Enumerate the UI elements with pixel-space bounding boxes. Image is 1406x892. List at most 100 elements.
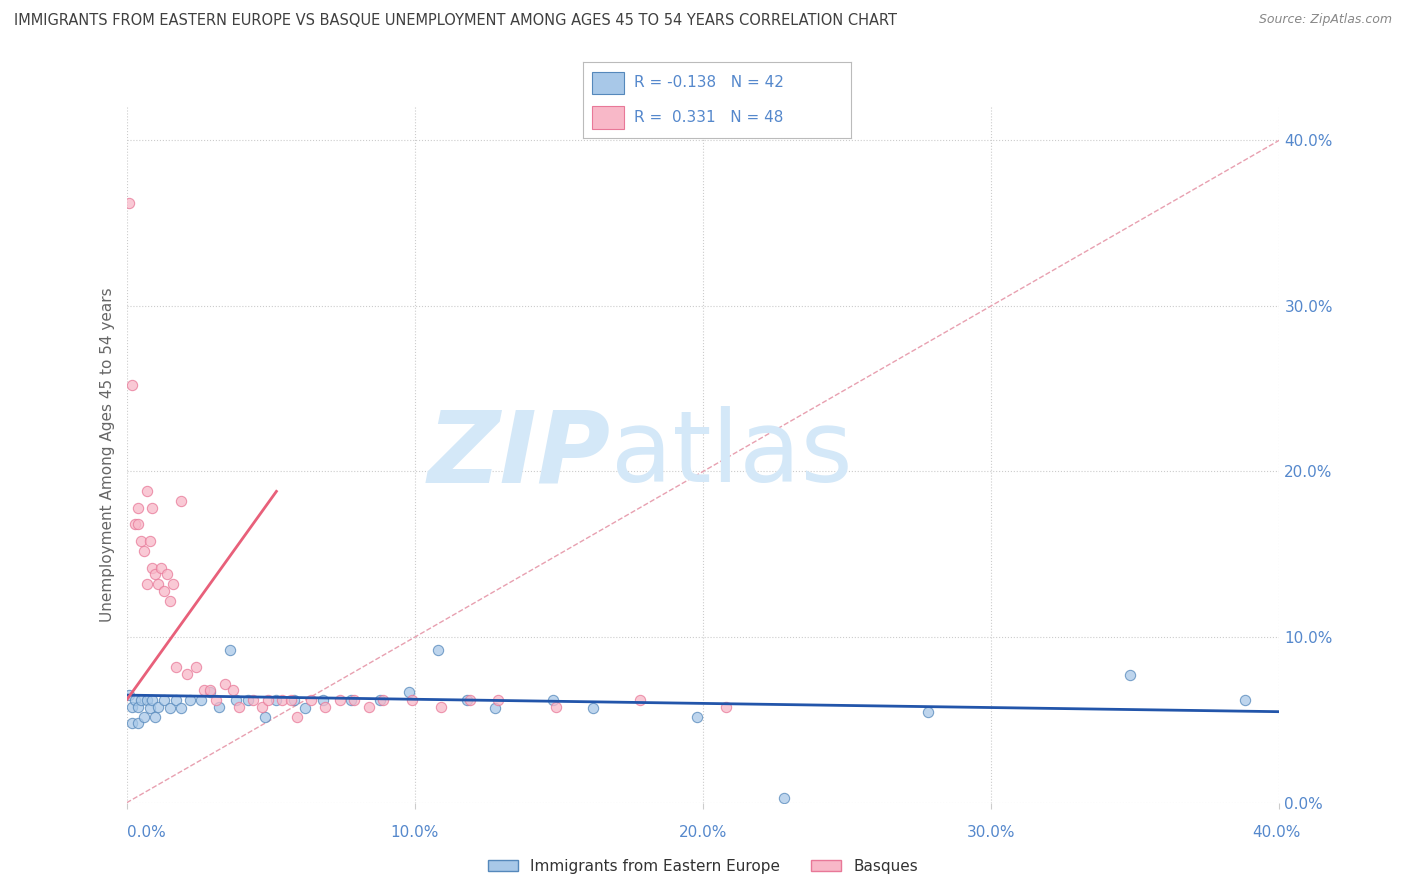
Point [458, 693, 481, 707]
Point [121, 716, 143, 731]
Point [299, 693, 322, 707]
Point [714, 699, 737, 714]
Bar [592, 106, 623, 129]
Point [145, 709, 166, 723]
Point [343, 693, 366, 707]
Point [484, 701, 506, 715]
Point [156, 567, 179, 582]
Point [190, 693, 212, 707]
Point [917, 705, 939, 719]
Point [222, 683, 245, 698]
Point [184, 660, 207, 674]
Point [314, 699, 336, 714]
Point [456, 693, 478, 707]
Point [368, 693, 391, 707]
Point [162, 577, 184, 591]
Point [256, 693, 278, 707]
Point [266, 693, 288, 707]
Point [250, 699, 273, 714]
Text: 10.0%: 10.0% [391, 825, 439, 840]
Point [582, 701, 605, 715]
Point [141, 500, 163, 515]
Point [150, 560, 173, 574]
Point [242, 693, 264, 707]
Point [285, 709, 308, 723]
Point [121, 378, 143, 392]
Point [772, 790, 794, 805]
Text: Source: ZipAtlas.com: Source: ZipAtlas.com [1258, 13, 1392, 27]
Point [148, 699, 170, 714]
Point [541, 693, 564, 707]
Point [129, 534, 152, 549]
Point [340, 693, 363, 707]
Text: R =  0.331   N = 48: R = 0.331 N = 48 [634, 111, 783, 125]
Point [486, 693, 509, 707]
Point [135, 693, 157, 707]
Point [118, 196, 141, 211]
Text: ZIP: ZIP [427, 407, 610, 503]
Point [686, 709, 709, 723]
Point [127, 699, 149, 714]
Y-axis label: Unemployment Among Ages 45 to 54 years: Unemployment Among Ages 45 to 54 years [100, 287, 115, 623]
Point [544, 699, 567, 714]
Text: atlas: atlas [610, 407, 852, 503]
Point [214, 676, 236, 690]
Point [118, 688, 141, 702]
Point [159, 701, 181, 715]
Point [135, 484, 157, 499]
Point [127, 500, 149, 515]
Point [141, 560, 163, 574]
Point [371, 693, 394, 707]
Point [138, 701, 160, 715]
Point [153, 583, 176, 598]
Point [170, 494, 193, 508]
Point [129, 693, 152, 707]
Point [628, 693, 651, 707]
Point [236, 693, 259, 707]
Text: IMMIGRANTS FROM EASTERN EUROPE VS BASQUE UNEMPLOYMENT AMONG AGES 45 TO 54 YEARS : IMMIGRANTS FROM EASTERN EUROPE VS BASQUE… [14, 13, 897, 29]
Legend: Immigrants from Eastern Europe, Basques: Immigrants from Eastern Europe, Basques [481, 853, 925, 880]
Point [121, 699, 143, 714]
Point [1118, 668, 1140, 682]
Point [208, 699, 231, 714]
Point [271, 693, 294, 707]
Point [205, 693, 228, 707]
Point [165, 693, 187, 707]
Point [176, 666, 198, 681]
Text: 20.0%: 20.0% [679, 825, 727, 840]
Point [138, 534, 160, 549]
Point [159, 593, 181, 607]
Point [148, 577, 170, 591]
Text: 30.0%: 30.0% [967, 825, 1015, 840]
Point [294, 701, 316, 715]
Point [170, 701, 193, 715]
Text: 40.0%: 40.0% [1253, 825, 1301, 840]
Point [132, 544, 155, 558]
Point [124, 693, 146, 707]
Text: R = -0.138   N = 42: R = -0.138 N = 42 [634, 76, 785, 90]
Point [401, 693, 423, 707]
Point [124, 517, 146, 532]
Point [280, 693, 302, 707]
Text: 0.0%: 0.0% [127, 825, 166, 840]
Point [398, 685, 420, 699]
Point [198, 685, 221, 699]
Point [193, 683, 215, 698]
Point [179, 693, 201, 707]
Bar [592, 71, 623, 95]
Point [253, 709, 276, 723]
Point [198, 683, 221, 698]
Point [426, 643, 449, 657]
Point [153, 693, 176, 707]
Point [357, 699, 380, 714]
Point [311, 693, 333, 707]
Point [329, 693, 352, 707]
Point [135, 577, 157, 591]
Point [127, 517, 149, 532]
Point [1233, 693, 1256, 707]
Point [228, 699, 250, 714]
Point [141, 693, 163, 707]
Point [219, 643, 242, 657]
Point [127, 716, 149, 731]
Point [429, 699, 451, 714]
